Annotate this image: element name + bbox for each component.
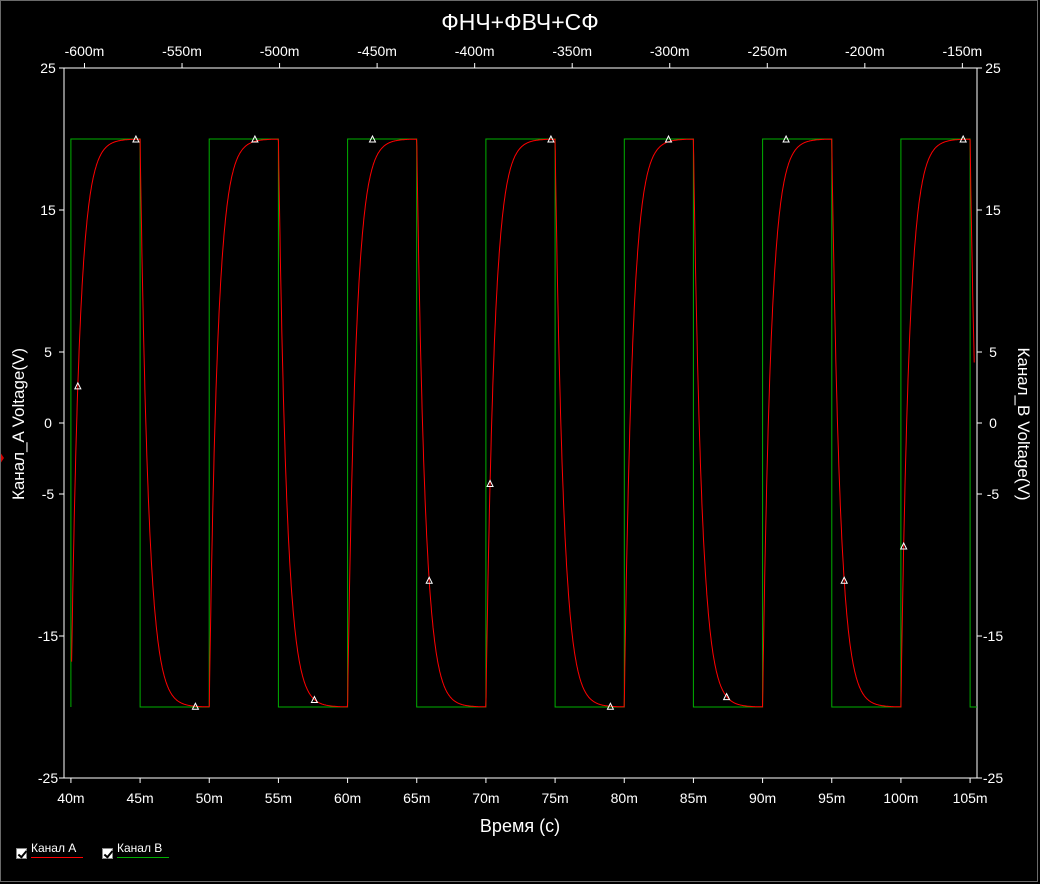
right-y-tick-label: -25 bbox=[983, 770, 1003, 786]
chart-title: ФНЧ+ФВЧ+СФ bbox=[441, 9, 599, 35]
top-x-tick-label: -450m bbox=[357, 43, 397, 59]
top-x-tick-label: -250m bbox=[747, 43, 787, 59]
x-tick-label: 90m bbox=[749, 790, 776, 806]
top-x-tick-label: -400m bbox=[455, 43, 495, 59]
x-tick-label: 95m bbox=[818, 790, 845, 806]
checkbox-checked-icon[interactable] bbox=[16, 848, 27, 859]
x-tick-label: 45m bbox=[126, 790, 153, 806]
legend-item-channel-a[interactable]: Канал A bbox=[16, 840, 96, 864]
x-tick-label: 60m bbox=[334, 790, 361, 806]
right-y-tick-label: -5 bbox=[987, 486, 1000, 502]
top-x-tick-label: -350m bbox=[552, 43, 592, 59]
legend-line-swatch bbox=[31, 857, 83, 858]
right-y-tick-label: 15 bbox=[985, 202, 1001, 218]
legend-label: Канал B bbox=[117, 841, 162, 855]
legend-line-swatch bbox=[117, 857, 169, 858]
left-y-tick-label: 15 bbox=[40, 202, 56, 218]
legend-label: Канал A bbox=[31, 841, 76, 855]
top-x-tick-label: -500m bbox=[260, 43, 300, 59]
top-x-tick-label: -150m bbox=[943, 43, 983, 59]
series-line-channel-b bbox=[71, 139, 977, 707]
right-y-tick-label: 5 bbox=[989, 344, 997, 360]
checkbox-checked-icon[interactable] bbox=[102, 848, 113, 859]
top-x-tick-label: -600m bbox=[65, 43, 105, 59]
right-y-tick-label: 25 bbox=[985, 60, 1001, 76]
left-y-tick-label: -15 bbox=[38, 628, 58, 644]
top-x-tick-label: -300m bbox=[650, 43, 690, 59]
left-y-tick-label: 25 bbox=[40, 60, 56, 76]
top-x-tick-label: -200m bbox=[845, 43, 885, 59]
right-y-axis-label: Канал_B Voltage(V) bbox=[1014, 347, 1033, 500]
left-y-axis-label: Канал_A Voltage(V) bbox=[9, 348, 28, 500]
x-axis-label: Время (с) bbox=[480, 816, 560, 836]
legend-item-channel-b[interactable]: Канал B bbox=[102, 840, 192, 864]
x-tick-label: 75m bbox=[541, 790, 568, 806]
x-tick-label: 50m bbox=[196, 790, 223, 806]
left-y-tick-label: 0 bbox=[44, 415, 52, 431]
x-tick-label: 70m bbox=[472, 790, 499, 806]
top-x-tick-label: -550m bbox=[162, 43, 202, 59]
series-line-channel-a bbox=[72, 139, 975, 707]
x-tick-label: 85m bbox=[680, 790, 707, 806]
x-tick-label: 40m bbox=[57, 790, 84, 806]
left-y-tick-label: -5 bbox=[42, 486, 55, 502]
cursor-marker-icon bbox=[0, 452, 4, 464]
x-tick-label: 55m bbox=[265, 790, 292, 806]
x-tick-label: 65m bbox=[403, 790, 430, 806]
right-y-tick-label: 0 bbox=[989, 415, 997, 431]
plot-area-border bbox=[64, 68, 977, 778]
left-y-tick-label: -25 bbox=[38, 770, 58, 786]
left-y-tick-label: 5 bbox=[44, 344, 52, 360]
right-y-tick-label: -15 bbox=[983, 628, 1003, 644]
x-tick-label: 100m bbox=[883, 790, 918, 806]
x-tick-label: 80m bbox=[611, 790, 638, 806]
x-tick-label: 105m bbox=[953, 790, 988, 806]
